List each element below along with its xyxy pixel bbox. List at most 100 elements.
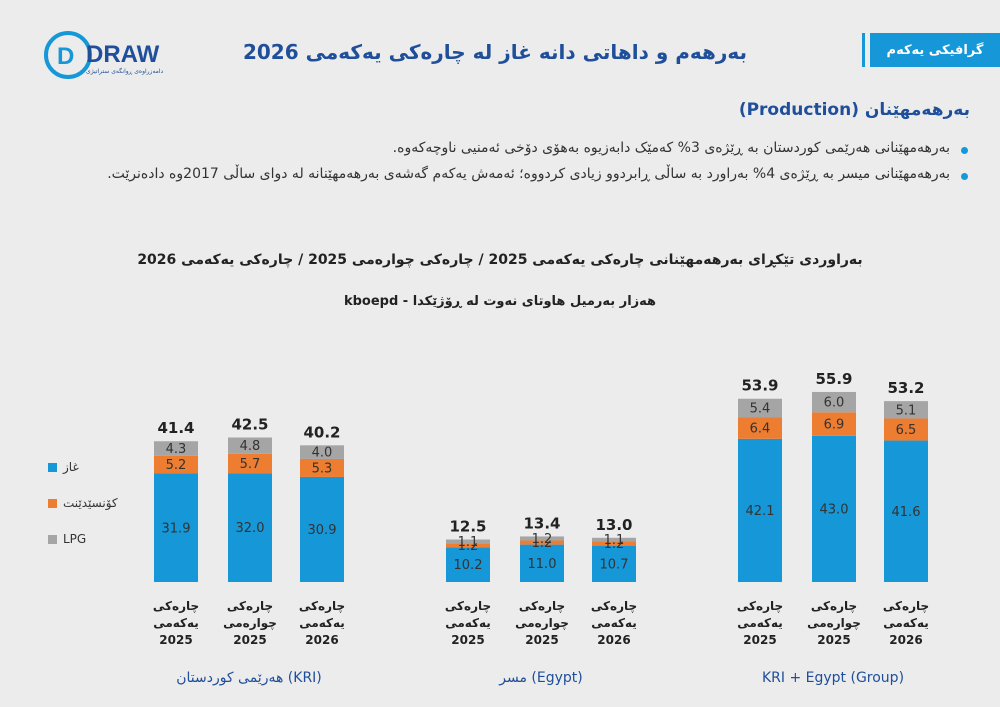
- category-label: یەکەمی: [299, 616, 345, 630]
- total-label: 13.0: [595, 516, 632, 534]
- bar-segment-gas: [300, 476, 344, 582]
- bar-segment-gas: [520, 544, 564, 582]
- total-label: 12.5: [449, 518, 486, 536]
- data-label: 6.0: [824, 396, 845, 411]
- category-label: 2026: [305, 633, 338, 647]
- bar-segment-gas: [812, 435, 856, 582]
- data-label: 4.0: [312, 446, 333, 461]
- legend-item-lpg: LPG: [48, 532, 118, 546]
- data-label: 30.9: [308, 523, 337, 538]
- data-label: 4.3: [166, 442, 187, 457]
- bar-segment-condensate: [738, 417, 782, 439]
- chart-subtitle: هەزار بەرمیل هاوتای نەوت لە ڕۆژێکدا - kb…: [343, 294, 657, 309]
- category-label: یەکەمی: [153, 616, 199, 630]
- data-label: 5.1: [896, 403, 917, 418]
- bar-segment-condensate: [446, 543, 490, 548]
- category-label: چوارەمی: [807, 616, 861, 631]
- bar-segment-gas: [592, 545, 636, 582]
- svg-text:D: D: [57, 43, 74, 70]
- data-label: 6.4: [750, 421, 771, 436]
- bar-segment-condensate: [812, 412, 856, 436]
- bar-segment-condensate: [154, 455, 198, 474]
- total-label: 41.4: [157, 419, 194, 437]
- category-label: چارەکی: [519, 599, 565, 613]
- bar-segment-lpg: [300, 445, 344, 459]
- group-label: مسر (Egypt): [498, 670, 583, 686]
- category-label: یەکەمی: [737, 616, 783, 630]
- data-label: 6.9: [824, 418, 845, 433]
- bullet-item: بەرهەمهێنانی هەرێمی کوردستان بە ڕێژەی 3%…: [60, 138, 970, 160]
- bar-segment-lpg: [446, 539, 490, 544]
- data-label: 5.4: [750, 401, 771, 416]
- category-label: 2025: [159, 633, 192, 647]
- bar-segment-condensate: [300, 458, 344, 477]
- bar-segment-gas: [446, 547, 490, 582]
- data-label: 41.6: [892, 505, 921, 520]
- data-label: 1.1: [604, 533, 625, 548]
- chart-legend: غاز کۆنسێدێنت LPG: [48, 460, 118, 568]
- bar-segment-condensate: [884, 418, 928, 441]
- legend-item-condensate: کۆنسێدێنت: [48, 496, 118, 510]
- logo-tagline: دامەزراوەی ڕوانگەی ستراتیژی: [86, 67, 164, 75]
- category-label: 2025: [451, 633, 484, 647]
- category-label: چوارەمی: [515, 616, 569, 631]
- total-label: 55.9: [815, 370, 852, 388]
- logo-text: DRAW: [86, 41, 160, 68]
- bar-segment-gas: [884, 440, 928, 582]
- data-label: 4.8: [240, 439, 261, 454]
- bar-segment-condensate: [520, 540, 564, 545]
- bullet-list: بەرهەمهێنانی هەرێمی کوردستان بە ڕێژەی 3%…: [60, 138, 970, 189]
- bar-segment-condensate: [592, 541, 636, 546]
- category-label: چارەکی: [811, 599, 857, 613]
- total-label: 40.2: [303, 423, 340, 441]
- total-label: 42.5: [231, 416, 268, 434]
- bar-segment-lpg: [884, 401, 928, 419]
- category-label: یەکەمی: [591, 616, 637, 630]
- bar-segment-condensate: [228, 453, 272, 474]
- bar-segment-lpg: [520, 536, 564, 541]
- category-label: چارەکی: [591, 599, 637, 613]
- category-label: 2025: [817, 633, 850, 647]
- bar-segment-lpg: [228, 437, 272, 454]
- total-label: 53.9: [741, 377, 778, 395]
- legend-item-gas: غاز: [48, 460, 118, 474]
- data-label: 43.0: [820, 502, 849, 517]
- bar-segment-gas: [228, 473, 272, 582]
- total-label: 53.2: [887, 379, 924, 397]
- category-label: 2026: [889, 633, 922, 647]
- bar-segment-lpg: [738, 398, 782, 418]
- legend-label: کۆنسێدێنت: [63, 496, 118, 510]
- category-label: چارەکی: [153, 599, 199, 613]
- group-label: KRI + Egypt (Group): [762, 670, 904, 686]
- group-label: هەرێمی کوردستان (KRI): [176, 670, 322, 686]
- data-label: 1.2: [532, 532, 553, 547]
- bar-segment-gas: [738, 438, 782, 582]
- data-label: 42.1: [746, 504, 775, 519]
- data-label: 5.2: [166, 458, 187, 473]
- category-label: 2026: [597, 633, 630, 647]
- section-heading: بەرهەمهێنان (Production): [738, 100, 970, 120]
- category-label: چوارەمی: [223, 616, 277, 631]
- category-label: 2025: [743, 633, 776, 647]
- bar-segment-lpg: [154, 441, 198, 456]
- data-label: 31.9: [162, 521, 191, 536]
- category-label: 2025: [525, 633, 558, 647]
- category-label: چارەکی: [883, 599, 929, 613]
- draw-logo: D DRAW دامەزراوەی ڕوانگەی ستراتیژی: [44, 30, 174, 80]
- legend-swatch: [48, 498, 57, 508]
- data-label: 10.7: [600, 557, 629, 572]
- chart-title: بەراوردی تێکڕای بەرهەمهێنانی چارەکی یەکە…: [137, 252, 863, 268]
- data-label: 6.5: [896, 423, 917, 438]
- category-label: چارەکی: [227, 599, 273, 613]
- data-label: 1.1: [458, 535, 479, 550]
- legend-label: LPG: [63, 532, 87, 546]
- legend-label: غاز: [63, 460, 79, 474]
- bar-segment-gas: [154, 473, 198, 582]
- total-label: 13.4: [523, 514, 560, 532]
- bar-segment-lpg: [592, 537, 636, 542]
- category-label: چارەکی: [445, 599, 491, 613]
- page-title: بەرهەم و داهاتی دانە غاز لە چارەکی یەکەم…: [242, 40, 748, 64]
- legend-swatch: [48, 462, 57, 472]
- category-label: 2025: [233, 633, 266, 647]
- category-label: چارەکی: [737, 599, 783, 613]
